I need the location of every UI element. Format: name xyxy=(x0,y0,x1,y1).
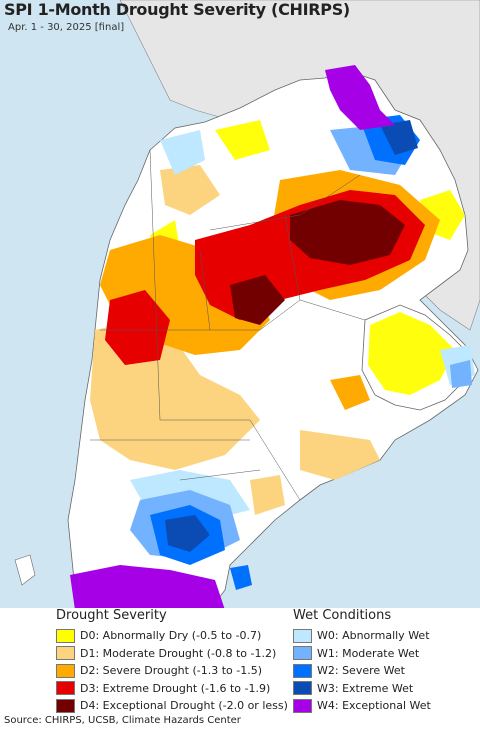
d0-areas xyxy=(150,120,465,395)
wet-legend-heading: Wet Conditions xyxy=(293,608,392,623)
swatch-w2 xyxy=(293,663,312,678)
legend-label-d1: D1: Moderate Drought (-0.8 to -1.2) xyxy=(80,646,277,660)
legend-item-d4: D4: Exceptional Drought (-2.0 or less) xyxy=(56,697,288,715)
island xyxy=(14,554,36,586)
swatch-d3 xyxy=(56,681,75,696)
drought-legend: Drought Severity D0: Abnormally Dry (-0.… xyxy=(56,608,288,715)
legend-label-d3: D3: Extreme Drought (-1.6 to -1.9) xyxy=(80,681,271,695)
swatch-d1 xyxy=(56,646,75,661)
d4-areas xyxy=(230,200,405,325)
legend-label-d0: D0: Abnormally Dry (-0.5 to -0.7) xyxy=(80,629,262,643)
legend-label-w2: W2: Severe Wet xyxy=(317,664,405,678)
legend-label-w1: W1: Moderate Wet xyxy=(317,646,420,660)
legend-item-d1: D1: Moderate Drought (-0.8 to -1.2) xyxy=(56,645,288,663)
legend-label-d2: D2: Severe Drought (-1.3 to -1.5) xyxy=(80,664,263,678)
swatch-w3 xyxy=(293,681,312,696)
swatch-w0 xyxy=(293,628,312,643)
legend-item-d2: D2: Severe Drought (-1.3 to -1.5) xyxy=(56,662,288,680)
legend-item-d0: D0: Abnormally Dry (-0.5 to -0.7) xyxy=(56,627,288,645)
legend-label-w4: W4: Exceptional Wet xyxy=(317,699,431,713)
legend-item-d3: D3: Extreme Drought (-1.6 to -1.9) xyxy=(56,680,288,698)
legend-item-w1: W1: Moderate Wet xyxy=(293,645,431,663)
page-title: SPI 1-Month Drought Severity (CHIRPS) xyxy=(4,0,350,19)
legend-label-w0: W0: Abnormally Wet xyxy=(317,629,430,643)
w4-areas xyxy=(70,65,395,610)
swatch-d2 xyxy=(56,663,75,678)
legend-label-d4: D4: Exceptional Drought (-2.0 or less) xyxy=(80,699,288,713)
date-range: Apr. 1 - 30, 2025 [final] xyxy=(8,22,125,33)
source-credit: Source: CHIRPS, UCSB, Climate Hazards Ce… xyxy=(4,715,241,726)
wet-legend: Wet Conditions W0: Abnormally Wet W1: Mo… xyxy=(293,608,431,715)
w3-areas xyxy=(165,120,418,552)
legend-item-w0: W0: Abnormally Wet xyxy=(293,627,431,645)
swatch-w1 xyxy=(293,646,312,661)
legend-item-w4: W4: Exceptional Wet xyxy=(293,697,431,715)
legend-label-w3: W3: Extreme Wet xyxy=(317,681,414,695)
swatch-w4 xyxy=(293,698,312,713)
swatch-d0 xyxy=(56,628,75,643)
drought-map xyxy=(0,0,480,610)
legend: Drought Severity D0: Abnormally Dry (-0.… xyxy=(0,608,480,715)
swatch-d4 xyxy=(56,698,75,713)
legend-item-w3: W3: Extreme Wet xyxy=(293,680,431,698)
admin-borders xyxy=(90,149,366,501)
drought-legend-heading: Drought Severity xyxy=(56,608,167,623)
legend-item-w2: W2: Severe Wet xyxy=(293,662,431,680)
